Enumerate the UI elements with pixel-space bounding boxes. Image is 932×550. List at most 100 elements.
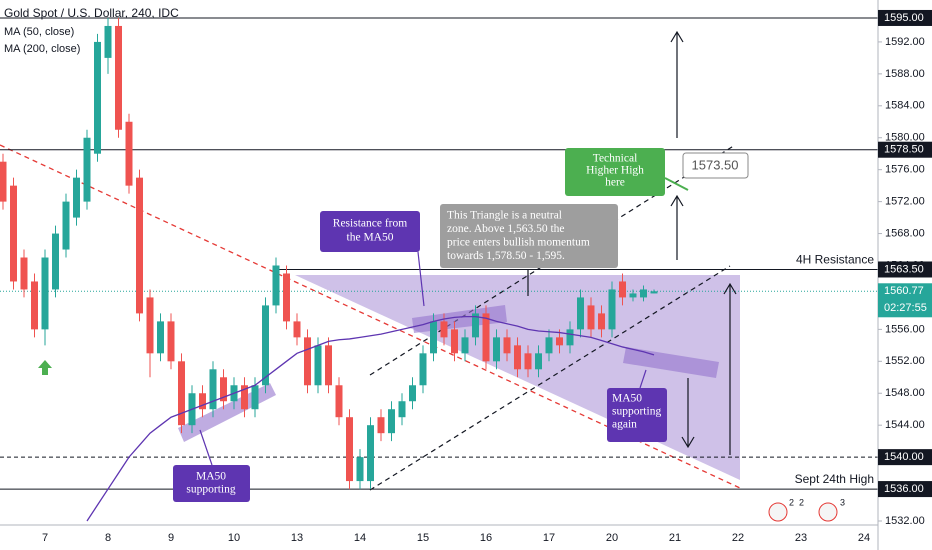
y-tick-label: 1580.00: [885, 132, 925, 144]
callout-text: again: [612, 419, 637, 431]
candle-body: [409, 385, 416, 402]
candle-body: [388, 409, 395, 434]
candle-body: [41, 257, 49, 330]
candle-body: [178, 361, 185, 426]
callout-box: [607, 388, 667, 442]
candle-body: [136, 177, 143, 314]
candle-body: [115, 25, 122, 130]
callout-text: the MA50: [347, 232, 394, 244]
callout-text: here: [605, 177, 625, 189]
callout-text: supporting: [186, 484, 235, 496]
candle-body: [251, 385, 259, 410]
candle-body: [220, 377, 227, 402]
last-price-label: 1560.77: [884, 285, 924, 297]
candle-body: [472, 313, 479, 338]
arrow: [681, 378, 695, 449]
candle-body: [325, 345, 332, 386]
x-tick-label: 22: [732, 532, 744, 544]
callout-box: [565, 148, 665, 196]
candle-body: [619, 281, 626, 298]
arrow: [723, 282, 737, 455]
price-line-text: 4H Resistance: [796, 253, 874, 267]
price-line-text: Sept 24th High: [795, 472, 874, 486]
callout-box: [440, 204, 618, 268]
candle-body: [356, 457, 364, 482]
pointer: [639, 369, 647, 389]
candle-body: [524, 353, 532, 370]
candle-body: [440, 321, 448, 338]
candle-body: [629, 293, 637, 298]
candle-body: [650, 291, 658, 294]
candle-body: [62, 201, 70, 250]
candle-body: [461, 337, 469, 354]
ma-line: [86, 315, 655, 522]
candle-body: [640, 289, 647, 298]
callout-box: [173, 465, 250, 502]
signal-arrow: [38, 360, 52, 375]
candle-body: [545, 337, 553, 354]
callout-text: MA50: [612, 393, 642, 405]
candle-body: [52, 233, 59, 290]
candle-body: [83, 137, 91, 202]
x-tick-label: 16: [480, 532, 492, 544]
arrow: [670, 30, 684, 138]
candle-body: [587, 305, 595, 330]
y-tick-label: 1584.00: [885, 100, 925, 112]
price-label-box: [878, 141, 932, 158]
event-icon: [768, 502, 788, 522]
candle-body: [608, 289, 616, 330]
price-label-box: [878, 261, 932, 278]
callout-text: price enters bullish momentum: [447, 237, 590, 249]
event-badge: 3: [840, 497, 845, 507]
candle-body: [367, 425, 374, 482]
x-tick-label: 20: [606, 532, 618, 544]
callout-text: Technical: [593, 153, 638, 165]
x-tick-label: 8: [105, 532, 111, 544]
candle-body: [272, 265, 280, 306]
x-tick-label: 15: [417, 532, 429, 544]
candle-body: [199, 393, 206, 410]
x-tick-label: 24: [858, 532, 870, 544]
y-tick-label: 1572.00: [885, 196, 925, 208]
chart-title: Gold Spot / U.S. Dollar, 240, IDC: [4, 6, 179, 20]
candle-body: [566, 329, 574, 346]
ma-box: [623, 347, 719, 378]
candle-body: [377, 417, 385, 434]
y-tick-label: 1548.00: [885, 387, 925, 399]
pointer: [199, 429, 213, 466]
price-label-box: [878, 9, 932, 26]
price-label: 1536.00: [884, 483, 924, 495]
candle-body: [241, 385, 248, 410]
candle-body: [493, 337, 500, 362]
price-label-box: [878, 481, 932, 498]
candle-body: [104, 25, 112, 58]
price-label: 1578.50: [884, 144, 924, 156]
candle-body: [577, 297, 584, 330]
price-label: 1563.50: [884, 263, 924, 275]
callout-text: zone. Above 1,563.50 the: [447, 223, 565, 235]
callout-text: Resistance from: [333, 218, 407, 230]
candle-body: [535, 353, 542, 370]
y-tick-label: 1592.00: [885, 36, 925, 48]
y-tick-label: 1568.00: [885, 227, 925, 239]
candle-body: [31, 281, 38, 330]
callout-text: Higher High: [586, 165, 644, 177]
event-badge: 2: [799, 497, 804, 507]
candle-body: [10, 185, 17, 282]
price-label: 1540.00: [884, 451, 924, 463]
x-tick-label: 14: [354, 532, 366, 544]
candle-body: [503, 337, 511, 354]
indicator-label: MA (50, close): [4, 26, 74, 38]
candle-body: [556, 337, 563, 346]
y-tick-label: 1556.00: [885, 323, 925, 335]
callout-text: 1573.50: [692, 157, 739, 172]
arrow: [670, 194, 684, 260]
candle-body: [314, 345, 322, 386]
y-tick-label: 1576.00: [885, 164, 925, 176]
candle-body: [482, 313, 490, 362]
callout-box: [320, 211, 420, 252]
callout-box: [682, 152, 749, 179]
